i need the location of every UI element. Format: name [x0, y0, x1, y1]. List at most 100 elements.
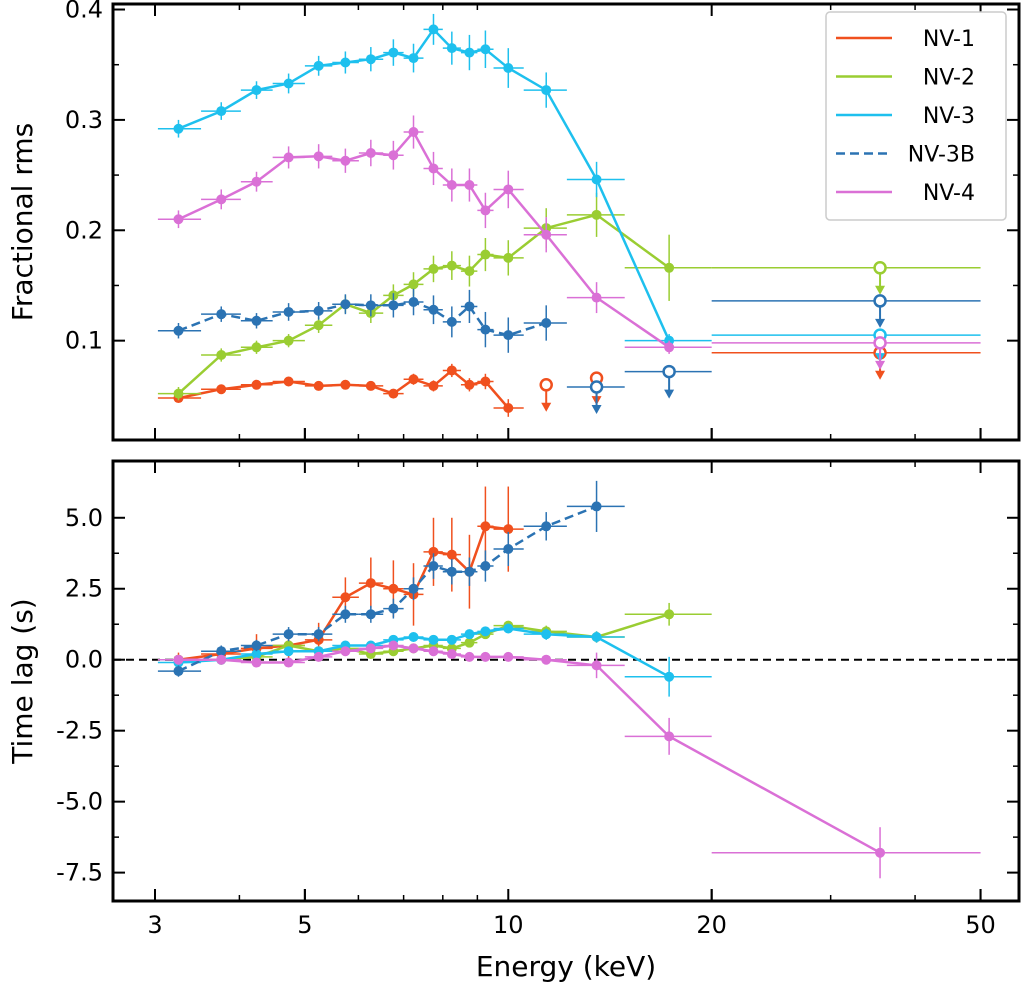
nv-3b-point — [428, 304, 439, 315]
nv-4-point — [408, 643, 419, 654]
lag-ytick-label: -2.5 — [56, 717, 103, 745]
lag-x-ticks: 3 5 10 20 50 — [147, 461, 996, 939]
nv-3b-point — [464, 566, 475, 577]
rms-ytick-label: 0.3 — [65, 106, 103, 134]
nv-1-point — [365, 578, 376, 589]
nv-4-line — [177, 129, 670, 349]
nv-4-point — [664, 342, 675, 353]
nv-3-point — [480, 44, 491, 55]
nv-1-point — [428, 380, 439, 391]
x-tick-label: 5 — [297, 911, 312, 939]
nv-2-point — [464, 266, 475, 277]
x-tick-label: 20 — [696, 911, 727, 939]
lag-ytick-label: -7.5 — [56, 859, 103, 887]
nv-3b-line — [178, 300, 547, 337]
nv-3b-point — [173, 666, 184, 677]
nv-3-point — [313, 60, 324, 71]
nv-3b-point — [464, 301, 475, 312]
nv-4-point — [388, 150, 399, 161]
nv-1-point — [480, 521, 491, 532]
rms-ytick-label: 0.2 — [65, 216, 103, 244]
lag-y-axis-label: Time lag (s) — [6, 598, 39, 764]
nv-1-point — [503, 524, 514, 535]
nv-3-point — [173, 123, 184, 134]
nv-2-point — [464, 637, 475, 648]
nv-4-point — [408, 127, 419, 138]
legend-label-nv-4: NV-4 — [923, 181, 975, 206]
nv-3-point — [446, 43, 457, 54]
nv-1-point — [365, 380, 376, 391]
x-tick-label: 3 — [147, 911, 162, 939]
nv-4-point — [313, 151, 324, 162]
nv-3-point — [541, 629, 552, 640]
nv-3b-ul-arrowhead — [664, 389, 675, 399]
nv-4-point — [173, 214, 184, 225]
lag-axes-frame — [111, 459, 1021, 903]
nv-3b-point — [365, 300, 376, 311]
nv-2-point — [664, 262, 675, 273]
nv-4-point — [446, 180, 457, 191]
nv-3-point — [541, 85, 552, 96]
nv-4-point — [541, 654, 552, 665]
rms-y-ticks: 0.1 0.2 0.3 0.4 — [65, 0, 1019, 355]
rms-ytick-label: 0.4 — [65, 0, 103, 24]
nv-1-point — [340, 592, 351, 603]
nv-4-point — [251, 176, 262, 187]
rms-plot-area — [157, 13, 981, 417]
nv-4-point — [283, 152, 294, 163]
nv-3b-point — [503, 544, 514, 554]
nv-4-point — [340, 646, 351, 657]
nv-3b-point — [251, 315, 262, 326]
lag-ytick-label: 2.5 — [65, 575, 103, 603]
nv-3-point — [503, 63, 514, 74]
nv-3-point — [428, 24, 439, 35]
nv-3-point — [251, 649, 262, 660]
nv-1-point — [408, 374, 419, 385]
nv-1-point — [251, 379, 262, 390]
nv-3-point — [388, 47, 399, 58]
nv-4-point — [388, 640, 399, 651]
nv-3b-point — [283, 306, 294, 317]
nv-3b-point — [173, 325, 184, 336]
lag-plot-area — [113, 480, 1019, 879]
nv-4-point — [541, 229, 552, 240]
nv-3b-point — [313, 305, 324, 316]
nv-4-point — [283, 657, 294, 668]
nv-3-point — [446, 634, 457, 645]
nv-2-point — [664, 609, 675, 620]
legend-label-nv-2: NV-2 — [923, 66, 975, 91]
nv-4-point — [464, 651, 475, 662]
nv-3b-point — [408, 297, 419, 308]
nv-4-ul-arrowhead — [875, 360, 886, 370]
rms-y-axis-label: Fractional rms — [6, 123, 39, 322]
nv-3b-point — [388, 603, 399, 614]
nv-3-point — [503, 623, 514, 634]
nv-4-point — [365, 148, 376, 159]
nv-2-point — [408, 279, 419, 290]
nv-3-point — [591, 174, 602, 185]
nv-3b-point — [446, 316, 457, 327]
lag-ytick-label: 5.0 — [65, 504, 103, 532]
nv-3-point — [408, 53, 419, 64]
nv-3b-point — [408, 583, 419, 594]
nv-3b-ul-point — [589, 380, 604, 394]
nv-3-point — [480, 626, 491, 637]
nv-2-line — [177, 213, 670, 395]
nv-3b-point — [251, 640, 262, 651]
nv-3-point — [251, 85, 262, 96]
nv-3b-point — [283, 629, 294, 640]
nv-1-point — [313, 380, 324, 391]
nv-1-point — [388, 583, 399, 594]
nv-1-ul-point — [539, 378, 553, 392]
nv-4-point — [313, 651, 324, 662]
x-axis-label: Energy (keV) — [476, 950, 656, 983]
nv-3b-point — [480, 561, 491, 572]
nv-2-point — [251, 342, 262, 353]
nv-4-point — [428, 163, 439, 174]
nv-3b-point — [216, 646, 227, 657]
nv-2-point — [313, 320, 324, 331]
nv-4-point — [664, 731, 675, 742]
nv-2-point — [216, 350, 227, 361]
rms-x-ticks — [153, 4, 982, 440]
nv-1-point — [503, 402, 514, 413]
